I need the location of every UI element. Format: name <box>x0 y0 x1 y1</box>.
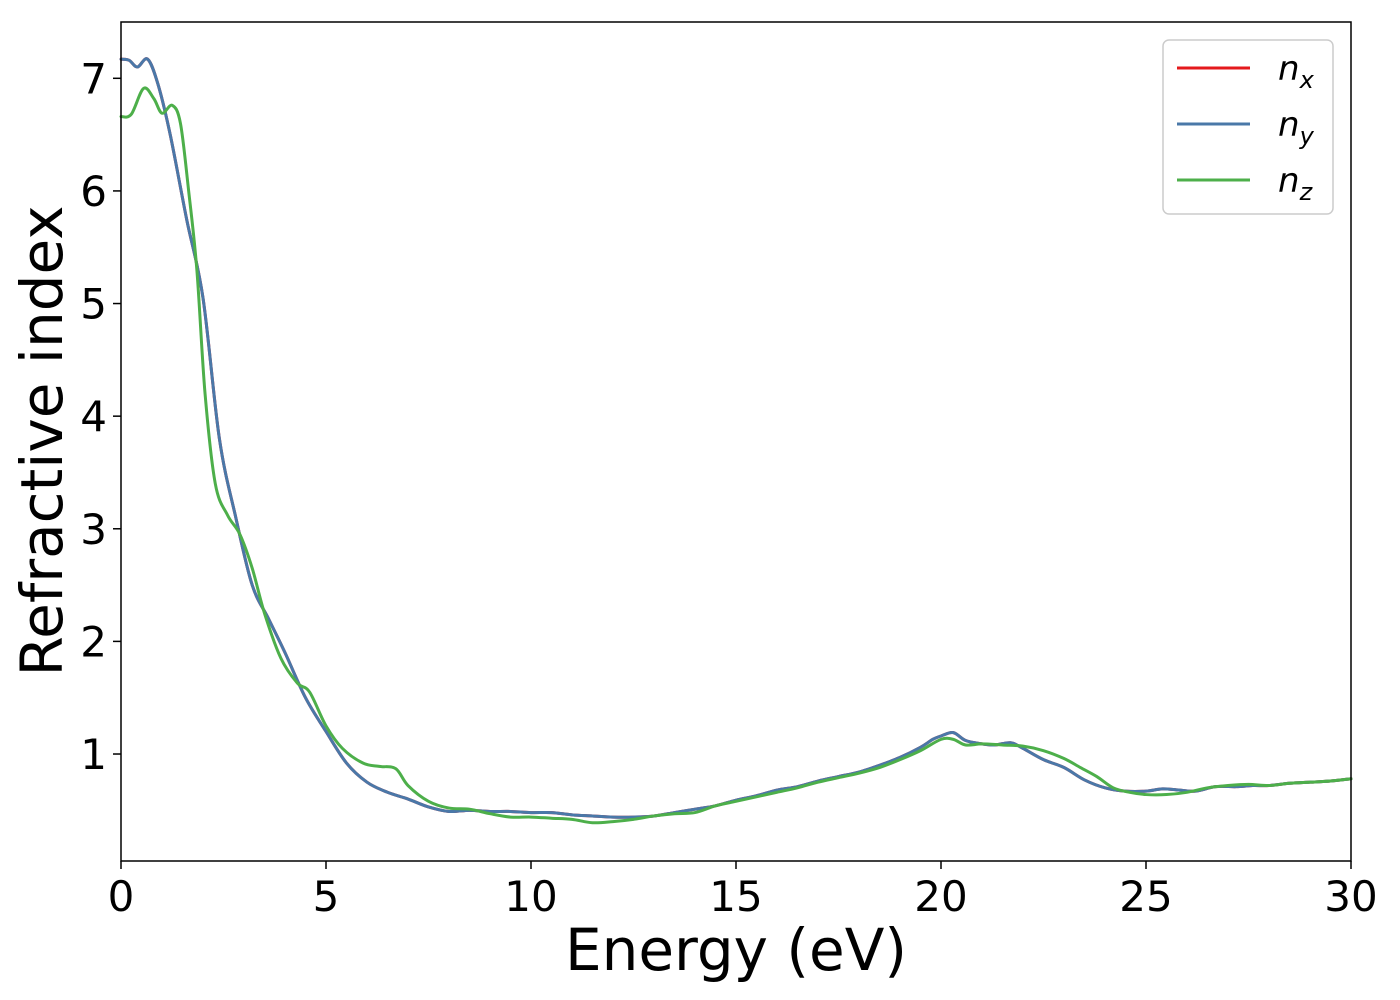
y-tick-label: 7 <box>80 54 107 103</box>
series-line-n-z <box>119 86 1353 825</box>
x-tick-label: 10 <box>504 872 557 921</box>
y-tick-label: 6 <box>80 167 107 216</box>
y-axis-ticks: 1 2 3 4 5 6 7 <box>80 54 121 779</box>
y-tick-label: 3 <box>80 505 107 554</box>
x-tick-label: 30 <box>1324 872 1377 921</box>
x-axis-title: Energy (eV) <box>565 916 907 984</box>
x-tick-label: 15 <box>709 872 762 921</box>
x-axis-ticks: 0 5 10 15 20 25 30 <box>108 861 1378 921</box>
y-tick-label: 1 <box>80 730 107 779</box>
x-tick-label: 25 <box>1119 872 1172 921</box>
legend-label-n-z: nz <box>1278 161 1314 206</box>
y-tick-label: 5 <box>80 280 107 329</box>
legend-label-n-x: nx <box>1278 49 1315 94</box>
plot-background <box>121 22 1351 861</box>
y-axis-title: Refractive index <box>8 205 76 676</box>
legend-label-n-y: ny <box>1278 105 1315 150</box>
y-tick-label: 2 <box>80 617 107 666</box>
x-tick-label: 5 <box>313 872 340 921</box>
legend: nx ny nz <box>1162 39 1334 215</box>
legend-box <box>1162 39 1334 215</box>
series-layer <box>119 57 1353 825</box>
x-tick-label: 0 <box>108 872 135 921</box>
x-tick-label: 20 <box>914 872 967 921</box>
y-tick-label: 4 <box>80 392 107 441</box>
